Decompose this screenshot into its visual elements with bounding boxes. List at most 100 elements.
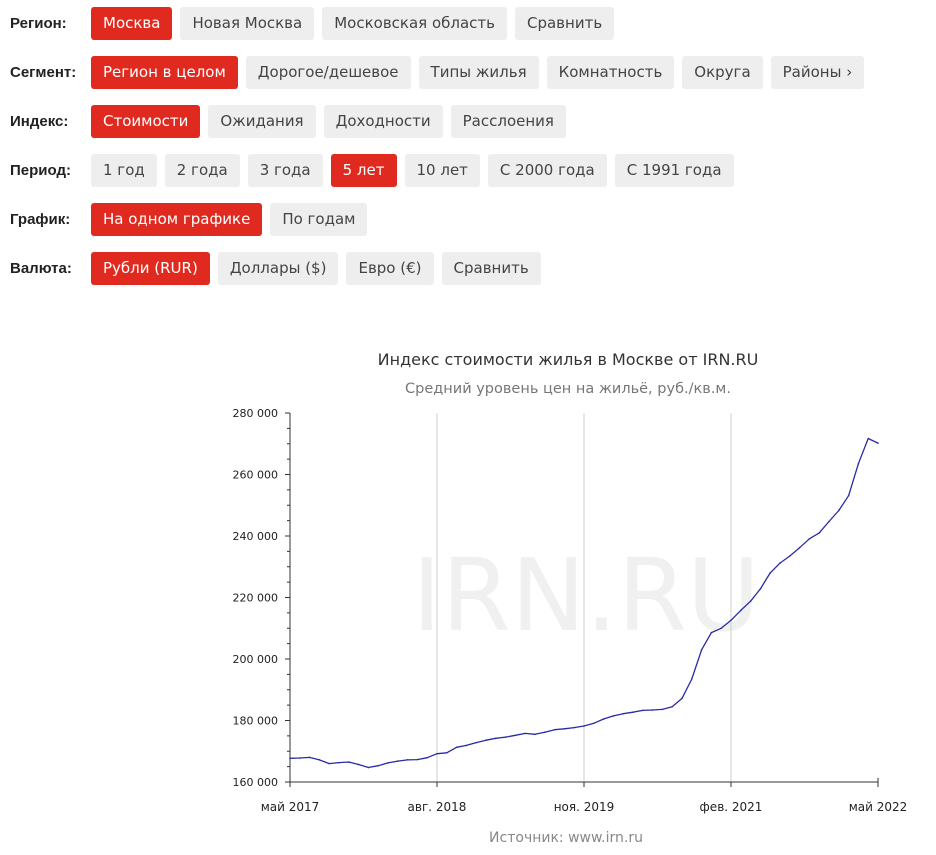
data-point (740, 609, 742, 612)
filter-option-button[interactable]: 2 года (164, 154, 240, 187)
data-point (495, 737, 497, 740)
chart-subtitle: Средний уровень цен на жильё, руб./кв.м. (405, 381, 731, 397)
data-point (651, 709, 654, 711)
filter-option-button[interactable]: По годам (270, 203, 368, 236)
data-point (612, 715, 615, 717)
data-point (808, 537, 811, 540)
data-point (730, 619, 732, 622)
data-point (465, 744, 468, 747)
filter-option-button[interactable]: 10 лет (404, 154, 480, 187)
filter-options: Рубли (RUR) Доллары ($) Евро (€) Сравнить (91, 252, 541, 285)
axes (285, 412, 879, 787)
data-point (847, 494, 850, 497)
data-point (720, 627, 722, 630)
filter-option-button[interactable]: Новая Москва (180, 7, 315, 40)
data-point (632, 711, 634, 713)
data-point (759, 588, 762, 590)
data-point (397, 760, 399, 762)
price-index-chart: IRN.RU Индекс стоимости жилья в Москве о… (0, 330, 936, 850)
filter-option-button[interactable]: Регион в целом (91, 56, 238, 89)
filter-label: Период: (10, 162, 71, 179)
data-point (867, 437, 869, 440)
data-point (749, 600, 752, 602)
y-tick-label: 160 000 (233, 776, 279, 789)
filter-row: Регион: Москва Новая Москва Московская обла… (10, 7, 930, 41)
filter-option-button[interactable]: Дорогое/дешевое (245, 56, 411, 89)
y-tick-label: 280 000 (233, 407, 279, 420)
filter-option-button[interactable]: Типы жилья (418, 56, 539, 89)
filter-option-button[interactable]: Районы › (770, 56, 865, 89)
data-point (857, 462, 860, 465)
filter-option-button[interactable]: 1 год (91, 154, 157, 187)
filter-option-button[interactable]: Расслоения (450, 105, 566, 138)
filter-option-button[interactable]: Москва (91, 7, 173, 40)
data-point (838, 509, 840, 512)
data-point (798, 546, 801, 549)
data-point (436, 752, 438, 755)
filter-options: Регион в целом Дорогое/дешевое Типы жилья К… (91, 56, 865, 89)
data-point (602, 718, 605, 720)
filter-option-button[interactable]: 5 лет (330, 154, 397, 187)
filter-row: Индекс: Стоимости Ожидания Доходности Рассло… (10, 105, 930, 139)
data-point (818, 532, 820, 534)
filter-option-button[interactable]: Комнатность (546, 56, 675, 89)
data-point (710, 631, 713, 634)
filter-label: График: (10, 211, 71, 228)
filter-option-button[interactable]: Сравнить (515, 7, 615, 40)
filter-label: Регион: (10, 15, 67, 32)
filter-row: Сегмент: Регион в целом Дорогое/дешевое Тип… (10, 56, 930, 90)
data-point (426, 756, 429, 759)
y-tick-label: 220 000 (233, 592, 279, 605)
data-point (504, 736, 507, 738)
filter-option-button[interactable]: Евро (€) (346, 252, 434, 285)
filter-option-button[interactable]: На одном графике (91, 203, 263, 236)
filter-row: Валюта: Рубли (RUR) Доллары ($) Евро (€) Сра… (10, 252, 930, 286)
data-point (661, 708, 664, 711)
chart-title: Индекс стоимости жилья в Москве от IRN.R… (378, 350, 759, 369)
filter-option-button[interactable]: С 1991 года (614, 154, 734, 187)
data-point (563, 728, 566, 730)
filter-label: Валюта: (10, 260, 72, 277)
filter-label: Индекс: (10, 113, 69, 130)
grid-lines (436, 413, 732, 782)
data-point (583, 725, 585, 727)
data-point (593, 722, 595, 725)
filter-row: Период: 1 год 2 года 3 года 5 лет 10 лет С 200… (10, 154, 930, 188)
data-point (691, 678, 693, 680)
data-point (514, 734, 517, 737)
filter-option-button[interactable]: Стоимости (91, 105, 201, 138)
data-point (769, 572, 771, 574)
filter-option-button[interactable]: Сравнить (441, 252, 541, 285)
filter-option-button[interactable]: С 2000 года (487, 154, 607, 187)
filter-option-button[interactable]: Московская область (322, 7, 507, 40)
data-point (299, 757, 301, 759)
filter-option-button[interactable]: Рубли (RUR) (91, 252, 210, 285)
y-tick-label: 200 000 (233, 653, 279, 666)
data-point (455, 746, 458, 749)
filter-option-button[interactable]: Доходности (323, 105, 443, 138)
filter-option-button[interactable]: 3 года (247, 154, 323, 187)
data-point (700, 648, 703, 651)
data-point (406, 759, 409, 761)
data-point (387, 762, 389, 764)
data-point (328, 762, 331, 765)
data-point (779, 562, 781, 564)
data-point (544, 731, 546, 733)
filter-option-button[interactable]: Доллары ($) (217, 252, 339, 285)
filter-option-button[interactable]: Округа (682, 56, 763, 89)
tick-labels: 160 000 180 000 200 000 220 000 240 000 260 0… (233, 407, 908, 814)
filter-options: 1 год 2 года 3 года 5 лет 10 лет С 2000 года С… (91, 154, 734, 187)
data-point (348, 761, 350, 763)
data-point (377, 764, 380, 767)
data-point (877, 442, 879, 444)
x-tick-label: май 2022 (849, 800, 908, 814)
chart-svg: IRN.RU Индекс стоимости жилья в Москве о… (233, 350, 908, 846)
filter-options: На одном графике По годам (91, 203, 368, 236)
x-tick-label: авг. 2018 (408, 800, 467, 814)
filter-option-button[interactable]: Ожидания (208, 105, 316, 138)
data-point (318, 759, 321, 761)
data-point (289, 757, 291, 760)
data-point (828, 520, 830, 523)
chart-source: Источник: www.irn.ru (489, 830, 643, 846)
chart-watermark: IRN.RU (412, 537, 760, 654)
